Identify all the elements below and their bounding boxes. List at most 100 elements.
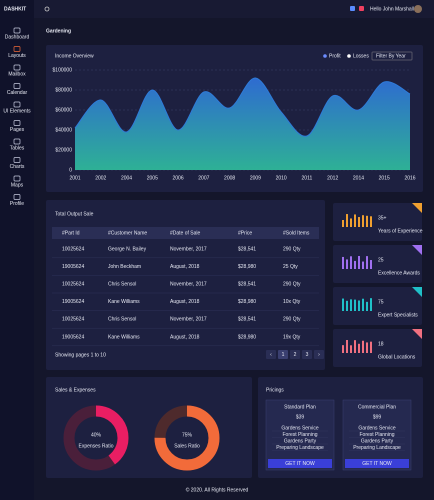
menu-icon[interactable] — [13, 175, 21, 182]
card — [46, 200, 325, 370]
mini-bar — [346, 214, 348, 227]
menu-icon[interactable] — [13, 46, 21, 52]
x-tick-label: 2006 — [173, 175, 184, 181]
stat-label: Expert Specialists — [378, 312, 418, 318]
page-label: 1 — [282, 352, 285, 358]
mini-bar — [354, 214, 356, 227]
plan-price: $39 — [296, 414, 305, 420]
menu-icon[interactable] — [13, 83, 21, 89]
table-cell: 25 Qty — [283, 264, 298, 270]
mini-bar — [370, 260, 372, 269]
ratio-label: Expenses Ratio — [78, 443, 113, 449]
menu-icon[interactable] — [13, 120, 21, 126]
table-cell: 19005624 — [62, 334, 84, 340]
y-tick-label: 0 — [69, 167, 72, 173]
notify-icon[interactable] — [350, 6, 355, 11]
table-cell: $28,980 — [238, 334, 256, 340]
x-tick-label: 2014 — [353, 175, 364, 181]
search-icon[interactable] — [44, 6, 50, 12]
page-label: 3 — [306, 352, 309, 358]
plan-button-label: GET IT NOW — [285, 461, 315, 467]
page-button[interactable] — [314, 350, 324, 359]
mini-bar — [358, 300, 360, 311]
table-cell: 10025624 — [62, 246, 84, 252]
table-cell: 19x Qty — [283, 334, 301, 340]
table-cell: John Beckham — [108, 264, 141, 270]
table-cell: George N. Bailey — [108, 246, 147, 252]
page-button[interactable] — [278, 350, 288, 359]
stat-label: Excellence Awards — [378, 270, 420, 276]
table-cell: $28,980 — [238, 299, 256, 305]
footer: © 2020. All Rights Reserved — [186, 486, 249, 493]
table-cell: November, 2017 — [170, 282, 207, 288]
menu-label: Mailbox — [8, 71, 26, 77]
page-button[interactable] — [302, 350, 312, 359]
mini-bar — [354, 260, 356, 269]
column-header: #Customer Name — [108, 230, 147, 236]
card — [333, 329, 422, 367]
mini-bar — [370, 298, 372, 311]
page-label: ‹ — [270, 352, 272, 358]
plan-button[interactable] — [345, 459, 409, 468]
mail-icon[interactable] — [359, 6, 364, 11]
menu-icon[interactable] — [13, 64, 21, 71]
y-tick-label: $80000 — [55, 87, 72, 93]
table-cell: August, 2018 — [170, 334, 200, 340]
topbar — [34, 0, 434, 18]
table-cell: 10025624 — [62, 317, 84, 323]
mini-bar — [350, 299, 352, 311]
x-tick-label: 2009 — [250, 175, 261, 181]
plan-card — [265, 399, 335, 471]
plan-feature: Preparing Landscape — [353, 445, 401, 451]
donut-value — [63, 405, 129, 471]
x-tick-label: 2011 — [302, 175, 313, 181]
menu-label: Dashboard — [5, 34, 30, 40]
corner-flag — [412, 245, 422, 255]
filter-label: Filter By Year — [376, 53, 406, 59]
menu-label: Profile — [10, 201, 24, 207]
page-label: › — [318, 352, 320, 358]
ratio-label: Sales Ratio — [174, 443, 200, 449]
menu-label: Pages — [10, 127, 25, 133]
x-tick-label: 2002 — [95, 175, 106, 181]
table-cell: 290 Qty — [283, 282, 301, 288]
menu-icon[interactable] — [13, 101, 21, 108]
legend-swatch — [347, 54, 351, 58]
card — [333, 245, 422, 283]
stat-value: 75 — [378, 299, 384, 305]
menu-icon[interactable] — [13, 157, 21, 163]
legend-label: Profit — [329, 53, 341, 59]
user-greeting: Hello John Marshall — [370, 6, 414, 12]
corner-flag — [412, 329, 422, 339]
menu-label: Charts — [10, 164, 25, 170]
mini-bar — [362, 340, 364, 353]
table-cell: Kane Williams — [108, 334, 140, 340]
avatar[interactable] — [414, 5, 422, 13]
table-cell: Chris Sensol — [108, 317, 136, 323]
page-button[interactable] — [266, 350, 276, 359]
brand: DASHKIT — [4, 6, 26, 12]
menu-icon[interactable] — [13, 27, 21, 34]
mini-bar — [346, 259, 348, 269]
plan-button[interactable] — [268, 459, 332, 468]
plan-feature: Forest Planning — [282, 432, 317, 438]
menu-icon[interactable] — [13, 194, 21, 200]
table-cell: 19005624 — [62, 299, 84, 305]
menu-icon[interactable] — [13, 138, 21, 145]
table-cell: 10x Qty — [283, 299, 301, 305]
mini-bar — [370, 216, 372, 227]
y-tick-label: $100000 — [53, 67, 73, 73]
legend-swatch — [323, 54, 327, 58]
chart-title: Income Overview — [55, 53, 94, 59]
ratio-value: 40% — [91, 432, 102, 438]
filter-select[interactable] — [371, 51, 413, 61]
page-label: 2 — [294, 352, 297, 358]
page-button[interactable] — [290, 350, 300, 359]
mini-bar — [342, 345, 344, 353]
income-area — [75, 77, 410, 170]
mini-bar — [366, 256, 368, 269]
stat-label: Years of Experience — [378, 228, 423, 234]
table-cell: $28,541 — [238, 317, 256, 323]
